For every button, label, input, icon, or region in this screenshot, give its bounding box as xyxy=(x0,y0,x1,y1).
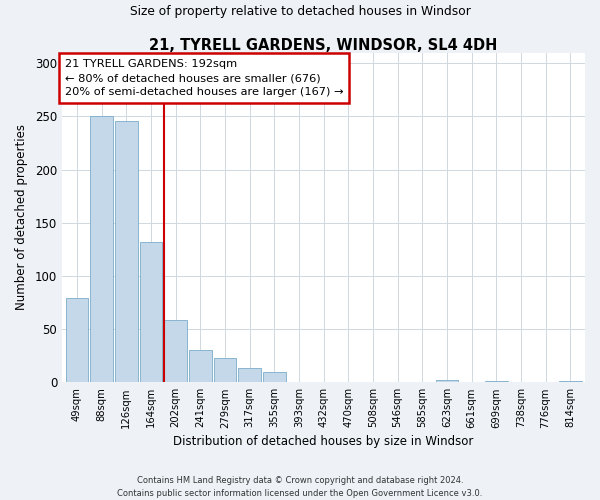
Text: Contains HM Land Registry data © Crown copyright and database right 2024.
Contai: Contains HM Land Registry data © Crown c… xyxy=(118,476,482,498)
Bar xyxy=(238,368,261,382)
Title: 21, TYRELL GARDENS, WINDSOR, SL4 4DH: 21, TYRELL GARDENS, WINDSOR, SL4 4DH xyxy=(149,38,498,52)
Bar xyxy=(189,350,212,382)
Bar xyxy=(214,358,236,382)
Bar xyxy=(115,120,137,382)
X-axis label: Distribution of detached houses by size in Windsor: Distribution of detached houses by size … xyxy=(173,434,474,448)
Text: Size of property relative to detached houses in Windsor: Size of property relative to detached ho… xyxy=(130,4,470,18)
Bar xyxy=(65,298,88,382)
Bar xyxy=(263,372,286,382)
Bar xyxy=(164,320,187,382)
Text: 21 TYRELL GARDENS: 192sqm
← 80% of detached houses are smaller (676)
20% of semi: 21 TYRELL GARDENS: 192sqm ← 80% of detac… xyxy=(65,59,343,97)
Y-axis label: Number of detached properties: Number of detached properties xyxy=(15,124,28,310)
Bar xyxy=(140,242,162,382)
Bar xyxy=(436,380,458,382)
Bar xyxy=(90,116,113,382)
